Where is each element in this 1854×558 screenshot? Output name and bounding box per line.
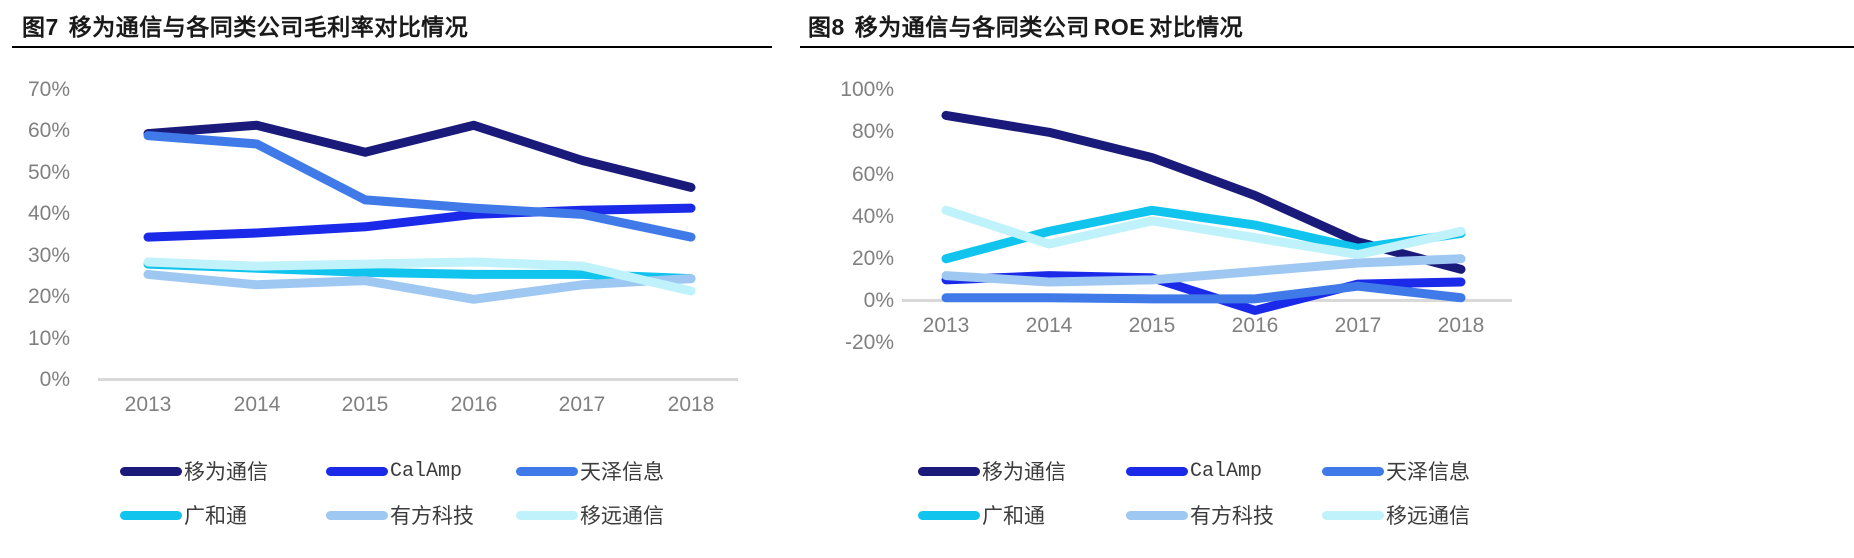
x-tick-2013: 2013 bbox=[124, 393, 172, 416]
legend-item-tianze[interactable]: 天泽信息 bbox=[1322, 456, 1470, 486]
legend-row-1: 移为通信 CalAmp 天泽信息 bbox=[918, 452, 1538, 490]
figure-8-number: 图8 bbox=[808, 14, 845, 40]
figure-8-title: 图8 移为通信与各同类公司 ROE 对比情况 bbox=[808, 8, 1243, 42]
legend-swatch-youfang-icon bbox=[326, 510, 388, 520]
y-tick-20: 20% bbox=[27, 285, 70, 308]
figure-8-panel: 图8 移为通信与各同类公司 ROE 对比情况 100% 80% 60% 40% 20%… bbox=[800, 0, 1854, 558]
legend-label-calamp: CalAmp bbox=[1190, 459, 1263, 483]
x-tick-2014: 2014 bbox=[233, 393, 281, 416]
legend-swatch-yiyuan-icon bbox=[516, 510, 578, 520]
y-tick-0: 0% bbox=[39, 368, 70, 391]
x-tick-2016: 2016 bbox=[1231, 314, 1279, 337]
legend-item-yiyuan[interactable]: 移远通信 bbox=[516, 500, 664, 530]
legend-row-1: 移为通信 CalAmp 天泽信息 bbox=[120, 452, 700, 490]
y-tick-60: 60% bbox=[851, 163, 894, 186]
y-tick-10: 10% bbox=[27, 327, 70, 350]
series-line-2 bbox=[143, 131, 696, 242]
figure-8-plot-area: 100% 80% 60% 40% 20% 0% -20% 2013 2014 2… bbox=[800, 0, 1854, 400]
x-tick-2013: 2013 bbox=[922, 314, 970, 337]
figure-8-title-roe: ROE bbox=[1093, 14, 1146, 40]
legend-label-youfang: 有方科技 bbox=[390, 504, 474, 528]
figure-7-title-text: 移为通信与各同类公司毛利率对比情况 bbox=[68, 15, 469, 40]
y-tick-40: 40% bbox=[851, 205, 894, 228]
legend-item-yiyuan[interactable]: 移远通信 bbox=[1322, 500, 1470, 530]
x-tick-2017: 2017 bbox=[1334, 314, 1382, 337]
figure-7-legend: 移为通信 CalAmp 天泽信息 广和通 有方科技 bbox=[120, 452, 700, 534]
figure-7-panel: 图7 移为通信与各同类公司毛利率对比情况 70% 60% 50% 40% 30% … bbox=[0, 0, 782, 558]
figure-7-plot-area: 70% 60% 50% 40% 30% 20% 10% 0% 2013 2014… bbox=[0, 0, 782, 415]
y-tick-40: 40% bbox=[27, 202, 70, 225]
x-tick-2015: 2015 bbox=[341, 393, 389, 416]
legend-item-calamp[interactable]: CalAmp bbox=[1126, 460, 1322, 483]
legend-label-yiwei: 移为通信 bbox=[982, 460, 1066, 484]
x-tick-2017: 2017 bbox=[558, 393, 606, 416]
legend-item-guanghetong[interactable]: 广和通 bbox=[120, 500, 326, 530]
y-tick-50: 50% bbox=[27, 161, 70, 184]
legend-swatch-yiyuan-icon bbox=[1322, 510, 1384, 520]
x-tick-2018: 2018 bbox=[667, 393, 715, 416]
legend-label-calamp: CalAmp bbox=[390, 459, 463, 483]
legend-item-guanghetong[interactable]: 广和通 bbox=[918, 500, 1126, 530]
figure-8-series-lines bbox=[941, 110, 1466, 315]
figure-7-title: 图7 移为通信与各同类公司毛利率对比情况 bbox=[22, 8, 468, 42]
legend-swatch-youfang-icon bbox=[1126, 510, 1188, 520]
legend-label-yiyuan: 移远通信 bbox=[1386, 504, 1470, 528]
y-tick-neg20: -20% bbox=[844, 331, 894, 354]
figure-7-number: 图7 bbox=[22, 14, 59, 40]
legend-item-youfang[interactable]: 有方科技 bbox=[1126, 500, 1322, 530]
legend-label-yiyuan: 移远通信 bbox=[580, 504, 664, 528]
legend-row-2: 广和通 有方科技 移远通信 bbox=[918, 496, 1538, 534]
legend-swatch-tianze-icon bbox=[1322, 466, 1384, 476]
y-tick-70: 70% bbox=[27, 78, 70, 101]
x-tick-2014: 2014 bbox=[1025, 314, 1073, 337]
series-line-1 bbox=[143, 203, 696, 242]
legend-swatch-yiwei-icon bbox=[120, 466, 182, 476]
figure-8-legend: 移为通信 CalAmp 天泽信息 广和通 有方科技 bbox=[918, 452, 1538, 534]
x-tick-2015: 2015 bbox=[1128, 314, 1176, 337]
series-line-5 bbox=[143, 257, 696, 296]
figure-8-title-divider bbox=[800, 46, 1854, 48]
y-tick-100: 100% bbox=[840, 78, 894, 101]
legend-row-2: 广和通 有方科技 移远通信 bbox=[120, 496, 700, 534]
series-line-4 bbox=[143, 269, 696, 304]
y-tick-80: 80% bbox=[851, 120, 894, 143]
x-tick-2016: 2016 bbox=[450, 393, 498, 416]
legend-label-yiwei: 移为通信 bbox=[184, 460, 268, 484]
legend-item-calamp[interactable]: CalAmp bbox=[326, 460, 516, 483]
figure-8-title-pre: 移为通信与各同类公司 bbox=[854, 15, 1090, 40]
legend-label-guanghetong: 广和通 bbox=[982, 504, 1045, 528]
y-tick-20: 20% bbox=[851, 247, 894, 270]
legend-swatch-calamp-icon bbox=[1126, 466, 1188, 476]
series-line-5 bbox=[941, 205, 1466, 260]
legend-label-tianze: 天泽信息 bbox=[580, 460, 664, 484]
legend-item-youfang[interactable]: 有方科技 bbox=[326, 500, 516, 530]
legend-swatch-calamp-icon bbox=[326, 466, 388, 476]
figure-8-title-post: 对比情况 bbox=[1149, 15, 1244, 40]
x-axis-line bbox=[98, 378, 738, 381]
x-tick-2018: 2018 bbox=[1437, 314, 1485, 337]
legend-swatch-tianze-icon bbox=[516, 466, 578, 476]
y-tick-30: 30% bbox=[27, 244, 70, 267]
series-line-2 bbox=[941, 281, 1466, 304]
legend-label-youfang: 有方科技 bbox=[1190, 504, 1274, 528]
legend-swatch-guanghetong-icon bbox=[918, 510, 980, 520]
legend-swatch-yiwei-icon bbox=[918, 466, 980, 476]
legend-label-guanghetong: 广和通 bbox=[184, 504, 247, 528]
legend-item-yiwei[interactable]: 移为通信 bbox=[918, 456, 1126, 486]
y-tick-60: 60% bbox=[27, 119, 70, 142]
figure-7-title-divider bbox=[12, 46, 772, 48]
series-line-4 bbox=[941, 254, 1466, 287]
legend-swatch-guanghetong-icon bbox=[120, 510, 182, 520]
y-tick-0: 0% bbox=[863, 289, 894, 312]
series-line-0 bbox=[143, 120, 696, 192]
legend-item-yiwei[interactable]: 移为通信 bbox=[120, 456, 326, 486]
legend-label-tianze: 天泽信息 bbox=[1386, 460, 1470, 484]
figure-7-series-lines bbox=[143, 120, 696, 304]
legend-item-tianze[interactable]: 天泽信息 bbox=[516, 456, 664, 486]
